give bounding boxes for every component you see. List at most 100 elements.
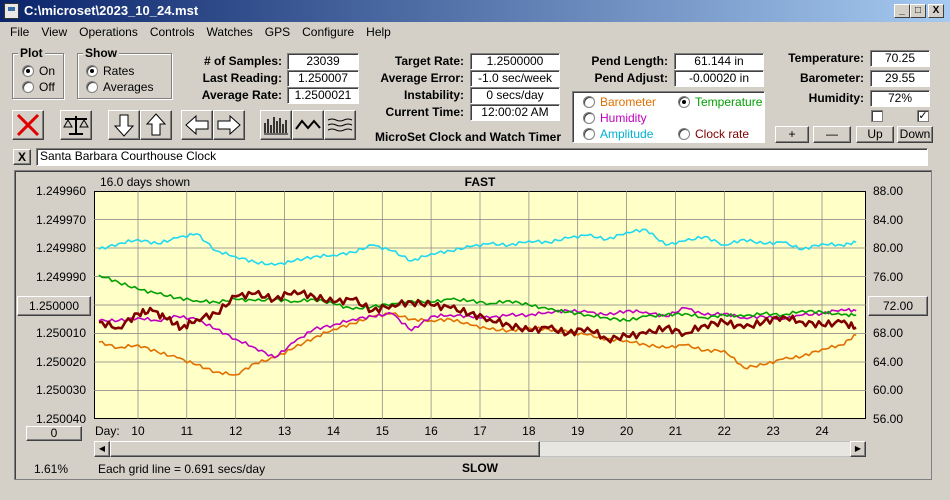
sensor-select-box [572, 91, 765, 143]
temperature-label: Temperature: [788, 51, 864, 65]
balance-icon [63, 116, 89, 135]
wave-icon [295, 119, 321, 130]
stop-icon [16, 113, 40, 137]
instability-label: Instability: [403, 88, 464, 102]
amplitude-option-label[interactable]: Amplitude [600, 127, 654, 141]
wave-button[interactable] [292, 110, 324, 140]
scale-plus-button[interactable]: + [775, 126, 809, 143]
scroll-right-button[interactable]: ▶ [850, 441, 866, 457]
arrow-left-icon [185, 114, 209, 136]
menu-controls[interactable]: Controls [149, 25, 195, 39]
right-tick-label: 60.00 [873, 383, 904, 397]
scale-minus-button[interactable]: — [813, 126, 851, 143]
plot-on-label[interactable]: On [39, 64, 56, 78]
target-rate-field[interactable]: 1.2500000 [470, 53, 560, 70]
series-line-amplitude [98, 228, 857, 266]
barometer-radio[interactable] [583, 96, 595, 108]
show-rates-label[interactable]: Rates [103, 64, 135, 78]
target-rate-label: Target Rate: [394, 54, 464, 68]
balance-button[interactable] [60, 110, 92, 140]
left-tick-label: 1.250030 [35, 383, 86, 397]
center-temp-button[interactable]: 72.00 [868, 296, 928, 316]
menu-view[interactable]: View [41, 25, 68, 39]
series-line-humidity [98, 306, 857, 359]
plot-on-radio[interactable] [22, 65, 34, 77]
arrow-up-icon [145, 113, 167, 136]
histogram-button[interactable] [260, 110, 292, 140]
show-group-title: Show [83, 46, 119, 60]
menu-file[interactable]: File [10, 25, 30, 39]
right-tick-label: 64.00 [873, 355, 904, 369]
series-line-clock-rate [98, 289, 857, 344]
day-tick-label: 23 [766, 424, 780, 438]
left-tick-label: 1.249970 [35, 213, 86, 227]
left-tick-label: 1.250010 [35, 326, 86, 340]
day-tick-label: 14 [326, 424, 341, 438]
zero-button[interactable]: 0 [26, 426, 82, 441]
close-button[interactable]: X [928, 4, 944, 18]
barometer-label: Barometer: [799, 71, 864, 85]
day-tick-label: 17 [473, 424, 487, 438]
clock-rate-option-label[interactable]: Clock rate [695, 127, 750, 141]
move-left-button[interactable] [181, 110, 213, 140]
clock-rate-radio[interactable] [678, 128, 690, 140]
scroll-left-button[interactable]: ◀ [94, 441, 110, 457]
day-tick-label: 18 [522, 424, 536, 438]
amplitude-radio[interactable] [583, 128, 595, 140]
option-checkbox-1[interactable] [871, 110, 883, 122]
menu-help[interactable]: Help [366, 25, 391, 39]
center-rate-button[interactable]: 1.250000 [17, 296, 91, 316]
pend-adjust-field: -0.00020 in [674, 70, 764, 87]
app-icon[interactable] [4, 3, 19, 19]
menu-watches[interactable]: Watches [206, 25, 253, 39]
day-tick-label: 16 [424, 424, 438, 438]
humidity-option-label[interactable]: Humidity [600, 111, 647, 125]
day-tick-label: 15 [375, 424, 389, 438]
day-tick-label: 21 [668, 424, 683, 438]
humidity-radio[interactable] [583, 112, 595, 124]
barometer-field: 29.55 [870, 70, 930, 87]
move-up-button[interactable] [140, 110, 172, 140]
stop-button[interactable] [12, 110, 44, 140]
chart-series [98, 228, 857, 376]
menu-gps[interactable]: GPS [264, 25, 291, 39]
plot-off-radio[interactable] [22, 81, 34, 93]
temperature-radio[interactable] [678, 96, 690, 108]
menu-operations[interactable]: Operations [79, 25, 138, 39]
scroll-thumb[interactable] [110, 441, 540, 457]
bars-icon [264, 117, 288, 135]
right-tick-label: 88.00 [873, 184, 904, 198]
app-name: MicroSet Clock and Watch Timer [374, 130, 562, 144]
day-tick-label: 10 [131, 424, 145, 438]
window-title: C:\microset\2023_10_24.mst [24, 3, 199, 18]
maximize-button[interactable]: □ [910, 4, 926, 18]
average-error-label: Average Error: [380, 71, 464, 85]
show-averages-label[interactable]: Averages [103, 80, 154, 94]
minimize-button[interactable]: _ [894, 4, 910, 18]
left-tick-label: 1.249960 [35, 184, 86, 198]
menu-bar: File View Operations Controls Watches GP… [0, 22, 950, 42]
humidity-field: 72% [870, 90, 930, 107]
show-rates-radio[interactable] [86, 65, 98, 77]
day-tick-label: 13 [277, 424, 292, 438]
show-averages-radio[interactable] [86, 81, 98, 93]
move-right-button[interactable] [213, 110, 245, 140]
clear-watch-button[interactable]: X [13, 149, 31, 165]
scale-down-button[interactable]: Down [897, 126, 933, 143]
lines-icon [327, 118, 353, 132]
left-tick-label: 1.249980 [35, 241, 86, 255]
last-reading-label: Last Reading: [202, 71, 282, 85]
plot-off-label[interactable]: Off [39, 80, 55, 94]
lines-button[interactable] [324, 110, 356, 140]
move-down-button[interactable] [108, 110, 140, 140]
option-checkbox-2[interactable]: ✓ [917, 110, 929, 122]
humidity-label: Humidity: [808, 91, 864, 105]
chart-plot-area[interactable] [94, 191, 866, 419]
plot-group-title: Plot [18, 46, 45, 60]
menu-configure[interactable]: Configure [302, 25, 355, 39]
arrow-down-icon [113, 114, 135, 137]
scale-up-button[interactable]: Up [856, 126, 894, 143]
barometer-option-label[interactable]: Barometer [600, 95, 657, 109]
temperature-option-label[interactable]: Temperature [695, 95, 763, 109]
watch-name-input[interactable]: Santa Barbara Courthouse Clock [36, 148, 928, 166]
